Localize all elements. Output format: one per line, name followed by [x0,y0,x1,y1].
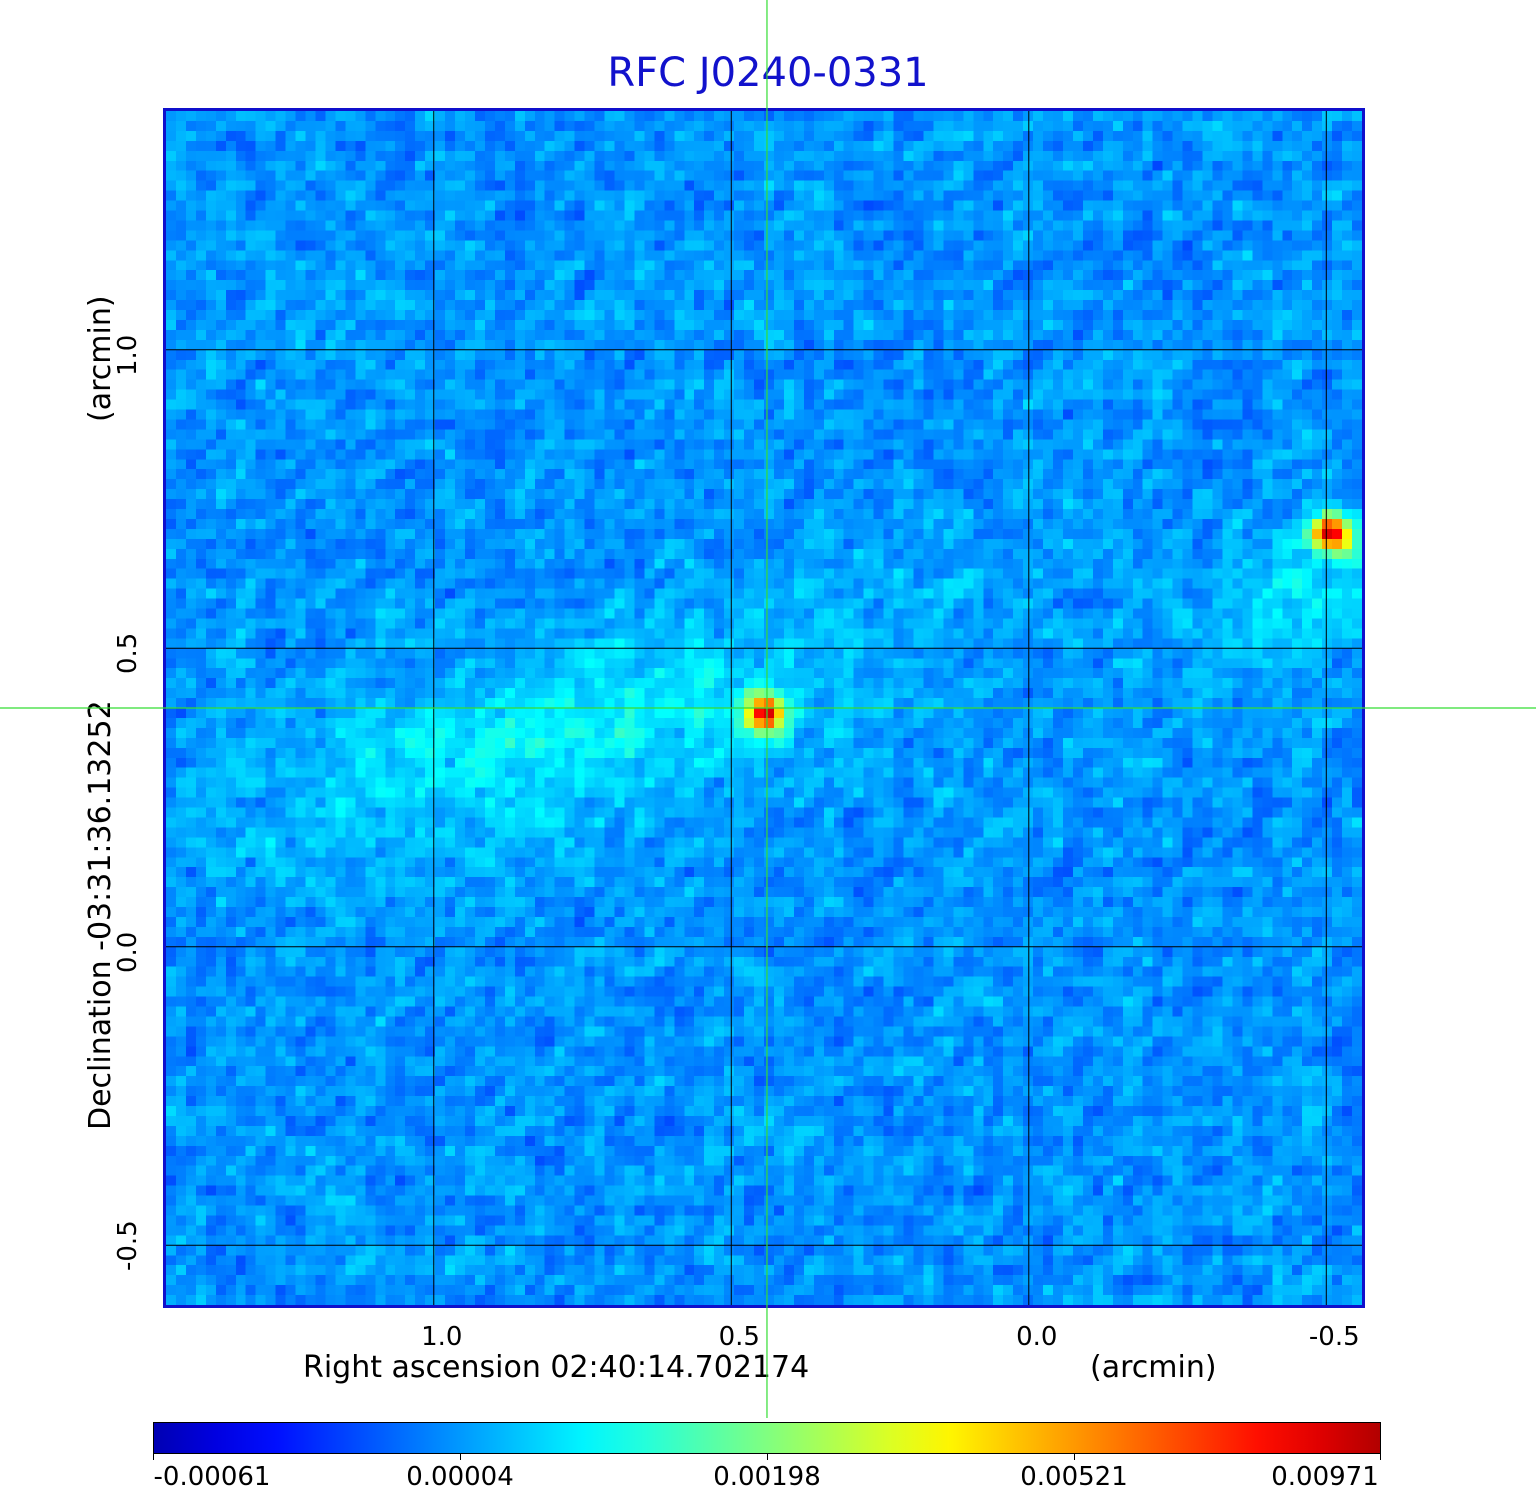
colorbar-tick-mark [153,1454,154,1460]
x-tick-label: -0.5 [1308,1322,1360,1352]
y-axis-unit: (arcmin) [83,295,118,422]
x-axis-unit: (arcmin) [1090,1350,1217,1385]
x-tick-label: 0.5 [718,1322,760,1352]
map-title: RFC J0240-0331 [607,50,929,96]
colorbar-tick-label: 0.00521 [1020,1462,1128,1492]
radio-image-map[interactable] [163,108,1365,1308]
coordinate-grid [166,111,1362,1305]
colorbar-tick-label: 0.00004 [406,1462,514,1492]
y-axis-label: Declination -03:31:36.13252 [83,700,118,1130]
x-tick-label: 1.0 [421,1322,463,1352]
colorbar-tick-mark [1074,1454,1075,1460]
y-tick-label: 0.5 [113,632,143,675]
colorbar-tick-mark [460,1454,461,1460]
colorbar-tick-label: 0.00971 [1271,1462,1379,1492]
x-axis-label: Right ascension 02:40:14.702174 [303,1350,810,1385]
x-tick-label: 0.0 [1016,1322,1058,1352]
y-tick-label: -0.5 [113,1220,143,1272]
colorbar-tick-label: 0.00198 [713,1462,821,1492]
colorbar [153,1422,1381,1454]
colorbar-tick-label: -0.00061 [153,1462,271,1492]
colorbar-tick-mark [1380,1454,1381,1460]
colorbar-tick-mark [767,1454,768,1460]
